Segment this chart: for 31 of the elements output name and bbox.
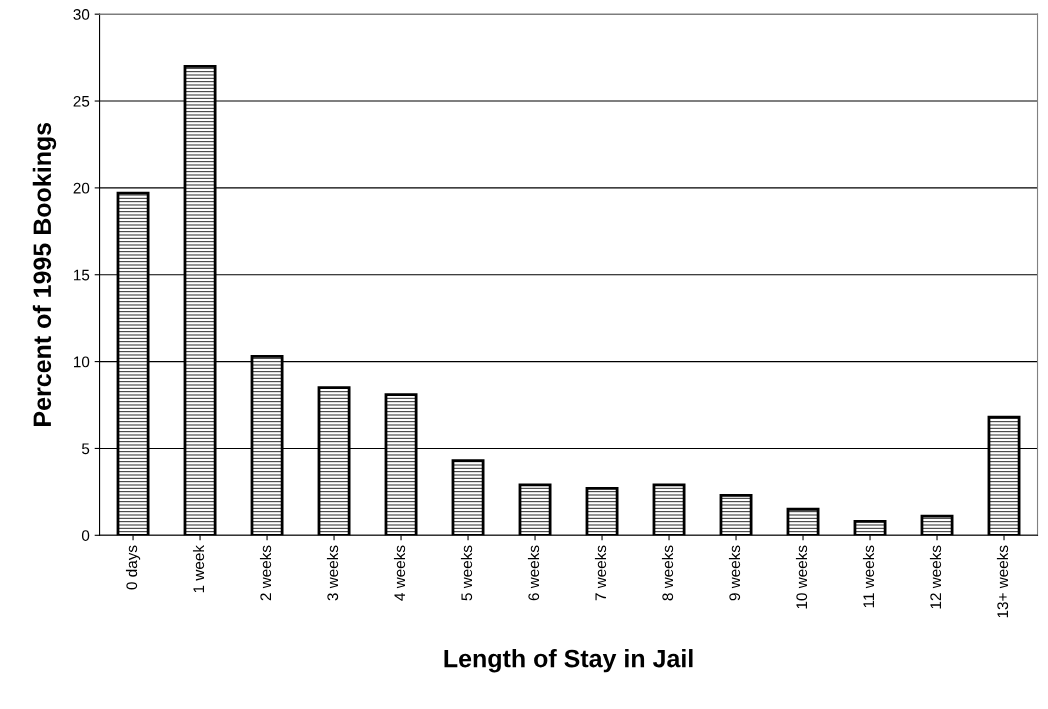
y-tick-label: 20 xyxy=(73,182,90,194)
bar xyxy=(719,493,753,536)
y-tick-label: 0 xyxy=(81,530,90,541)
y-tick-label: 5 xyxy=(81,443,90,455)
x-tick-label: 0 days xyxy=(125,545,141,590)
bar xyxy=(518,483,552,536)
x-axis-title: Length of Stay in Jail xyxy=(444,649,693,673)
y-axis-title: Percent of 1995 Bookings xyxy=(32,122,57,426)
bar xyxy=(652,483,686,536)
x-tick-label: 11 weeks xyxy=(862,545,875,608)
x-tick-label: 5 weeks xyxy=(460,545,473,601)
bar xyxy=(853,520,887,536)
bar xyxy=(920,514,954,536)
x-tick-label: 9 weeks xyxy=(728,545,741,601)
y-tick-label: 30 xyxy=(73,9,90,20)
bar xyxy=(451,459,485,536)
y-tick-label: 10 xyxy=(74,356,90,368)
x-tick-label: 7 weeks xyxy=(594,545,607,601)
x-tick-label: 12 weeks xyxy=(929,545,942,609)
x-tick-label: 13+ weeks xyxy=(996,545,1009,618)
bar xyxy=(585,487,619,536)
bar xyxy=(786,507,820,536)
y-tick-label: 15 xyxy=(74,269,90,281)
y-tick-label: 25 xyxy=(73,95,90,107)
x-tick-label: 1 week xyxy=(192,544,205,593)
x-tick-label: 10 weeks xyxy=(795,545,808,609)
x-tick-label: 6 weeks xyxy=(527,545,540,601)
x-tick-label: 3 weeks xyxy=(326,545,339,601)
x-tick-label: 8 weeks xyxy=(661,545,674,601)
x-tick-label: 2 weeks xyxy=(259,545,272,601)
x-tick-label: 4 weeks xyxy=(393,545,406,601)
